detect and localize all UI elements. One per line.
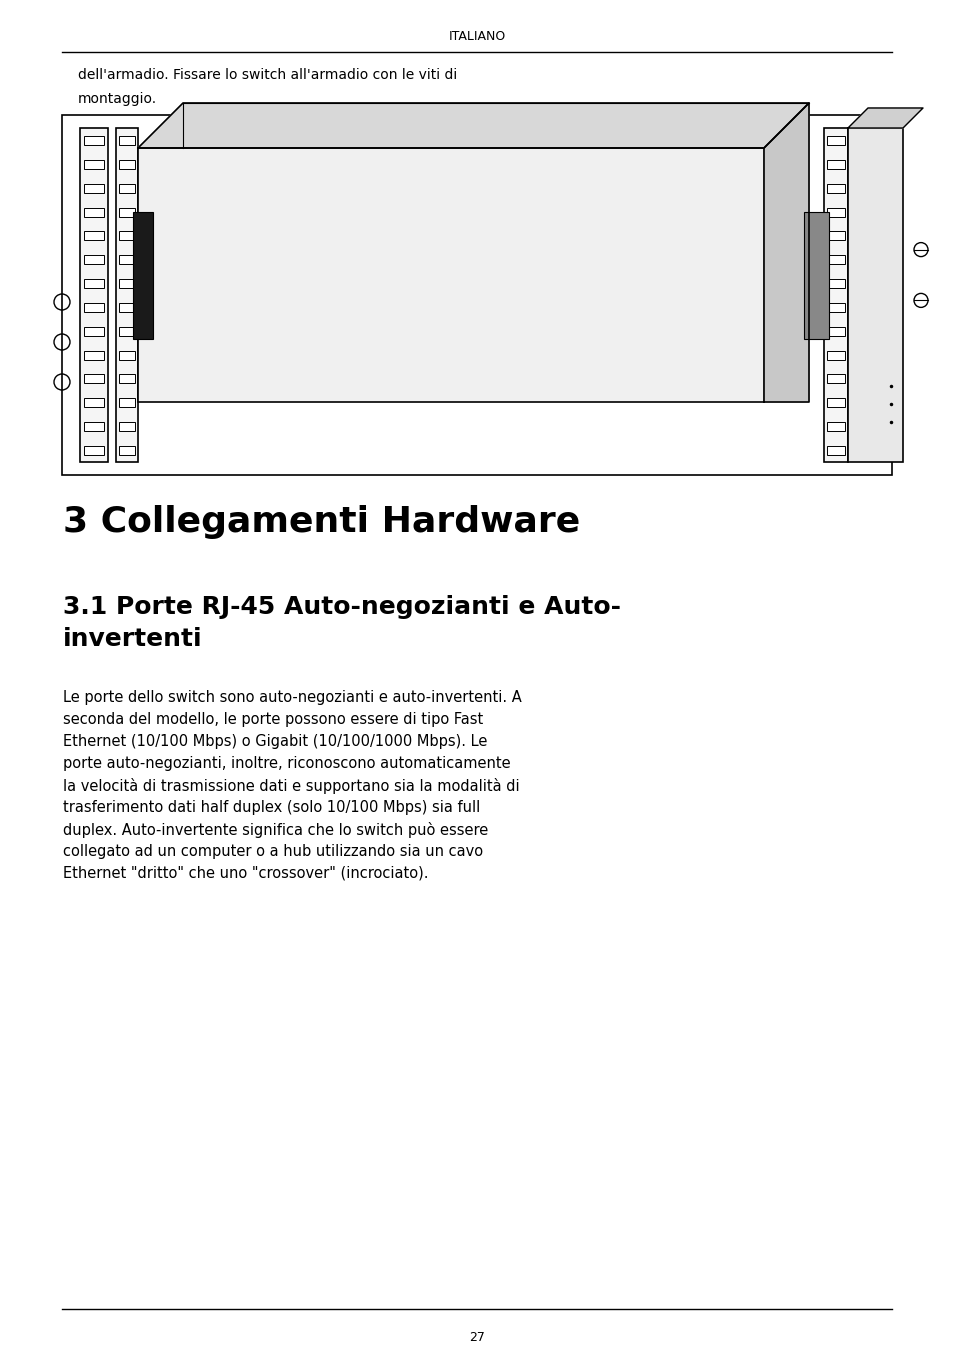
Bar [119,159,135,169]
Bar [826,207,844,216]
Bar [80,128,108,461]
Bar [84,327,104,336]
Bar [826,327,844,336]
Text: montaggio.: montaggio. [78,93,157,106]
Polygon shape [763,103,808,401]
Bar [84,207,104,216]
Bar [119,184,135,193]
Bar [823,128,847,461]
Bar [826,256,844,264]
Bar [119,207,135,216]
Text: 3 Collegamenti Hardware: 3 Collegamenti Hardware [63,505,579,539]
Bar [826,422,844,431]
Bar [826,351,844,359]
Text: la velocità di trasmissione dati e supportano sia la modalità di: la velocità di trasmissione dati e suppo… [63,778,519,793]
Text: Ethernet "dritto" che uno "crossover" (incrociato).: Ethernet "dritto" che uno "crossover" (i… [63,866,428,881]
Bar [826,304,844,312]
Bar [119,231,135,241]
Bar [826,184,844,193]
Bar [119,422,135,431]
Bar [84,231,104,241]
Bar [84,136,104,146]
Bar [84,159,104,169]
Text: trasferimento dati half duplex (solo 10/100 Mbps) sia full: trasferimento dati half duplex (solo 10/… [63,800,479,815]
Bar [826,159,844,169]
Text: Le porte dello switch sono auto-negozianti e auto-invertenti. A: Le porte dello switch sono auto-negozian… [63,690,521,705]
Bar [826,446,844,455]
Bar [847,128,902,461]
Bar [119,374,135,384]
Text: collegato ad un computer o a hub utilizzando sia un cavo: collegato ad un computer o a hub utilizz… [63,844,482,859]
Bar [119,446,135,455]
Polygon shape [138,103,808,148]
Bar [84,374,104,384]
Bar [826,399,844,407]
Bar [62,114,891,475]
Text: ITALIANO: ITALIANO [448,30,505,44]
Bar [119,279,135,289]
Bar [84,399,104,407]
Bar [119,327,135,336]
Text: 3.1 Porte RJ-45 Auto-negozianti e Auto-: 3.1 Porte RJ-45 Auto-negozianti e Auto- [63,595,620,619]
Polygon shape [847,108,923,128]
Bar [138,148,763,401]
Bar [826,231,844,241]
Bar [119,304,135,312]
Bar [84,422,104,431]
Bar [826,374,844,384]
Bar [116,128,138,461]
Bar [826,136,844,146]
Bar [132,211,152,339]
Bar [84,304,104,312]
Bar [84,256,104,264]
Text: porte auto-negozianti, inoltre, riconoscono automaticamente: porte auto-negozianti, inoltre, riconosc… [63,755,510,770]
Bar [84,184,104,193]
Bar [84,279,104,289]
Bar [119,399,135,407]
Text: Ethernet (10/100 Mbps) o Gigabit (10/100/1000 Mbps). Le: Ethernet (10/100 Mbps) o Gigabit (10/100… [63,734,487,749]
Text: seconda del modello, le porte possono essere di tipo Fast: seconda del modello, le porte possono es… [63,712,483,727]
Bar [84,351,104,359]
Bar [826,279,844,289]
Text: dell'armadio. Fissare lo switch all'armadio con le viti di: dell'armadio. Fissare lo switch all'arma… [78,68,456,82]
Bar [119,256,135,264]
Bar [803,211,828,339]
Text: duplex. Auto-invertente significa che lo switch può essere: duplex. Auto-invertente significa che lo… [63,822,488,838]
Text: 27: 27 [469,1331,484,1345]
Text: invertenti: invertenti [63,627,202,651]
Bar [119,136,135,146]
Bar [119,351,135,359]
Bar [84,446,104,455]
